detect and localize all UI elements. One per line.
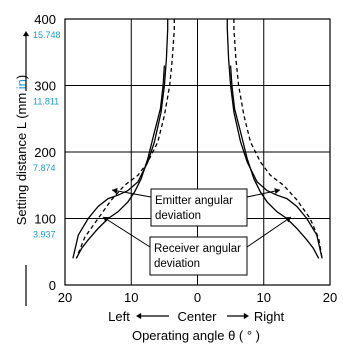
receiver-leader-right bbox=[246, 216, 292, 248]
callout-box-emitter bbox=[150, 188, 248, 227]
callout-text-receiver: deviation bbox=[154, 258, 200, 270]
callout-text-emitter: Emitter angular bbox=[155, 195, 233, 207]
series-line-emitter-right bbox=[226, 19, 323, 259]
x-axis-label: Operating angle θ ( ° ) bbox=[132, 328, 260, 343]
x-sub-label-center: Center bbox=[177, 309, 217, 324]
y-tick-label: 400 bbox=[34, 12, 56, 27]
tick-labels: 20 10 0 10 2001003.9372007.87430011.81140015… bbox=[33, 12, 337, 305]
emitter-leader-right bbox=[246, 189, 281, 198]
emitter-leader-left bbox=[111, 189, 152, 198]
receiver-leader-left bbox=[102, 216, 151, 248]
y-tick-inch-label: 15.748 bbox=[33, 30, 61, 40]
emitter-arrow-left bbox=[112, 187, 118, 194]
y-tick-label: 100 bbox=[34, 212, 56, 227]
series-lines bbox=[72, 19, 323, 259]
callout-text-emitter: deviation bbox=[155, 210, 201, 222]
series-line-emitter-left bbox=[72, 19, 169, 259]
series-line-receiver-right bbox=[229, 65, 320, 259]
callout-text-receiver: Receiver angular bbox=[154, 243, 241, 255]
series-line-receiver-left bbox=[75, 65, 166, 259]
x-sub-label-right: Right bbox=[254, 309, 285, 324]
receiver-arrow-left bbox=[103, 217, 109, 223]
receiver-arrow-right bbox=[285, 217, 291, 223]
x-tick-label: 10 bbox=[257, 290, 271, 305]
callouts: Emitter angular deviation Receiver angular… bbox=[22, 31, 292, 320]
x-tick-label: 20 bbox=[323, 290, 337, 305]
x-tick-label: 10 bbox=[124, 290, 138, 305]
y-tick-inch-label: 7.874 bbox=[33, 163, 56, 173]
y-tick-inch-label: 3.937 bbox=[33, 230, 56, 240]
y-axis-arrow-head bbox=[22, 31, 30, 37]
grid bbox=[64, 18, 331, 286]
x-tick-label: 20 bbox=[58, 290, 72, 305]
y-tick-label: 0 bbox=[49, 278, 56, 293]
axis-labels: Left Center Right Operating angle θ ( ° ) Se… bbox=[14, 34, 285, 343]
x-tick-label: 0 bbox=[194, 290, 201, 305]
y-axis-label: Setting distance L (mm in) bbox=[14, 75, 29, 226]
callout-box-receiver bbox=[149, 236, 248, 276]
y-tick-label: 200 bbox=[34, 145, 56, 160]
x-sub-label-left: Left bbox=[108, 309, 130, 324]
y-tick-inch-label: 11.811 bbox=[33, 97, 59, 107]
emitter-arrow-right bbox=[274, 188, 280, 195]
y-tick-label: 300 bbox=[34, 79, 56, 94]
